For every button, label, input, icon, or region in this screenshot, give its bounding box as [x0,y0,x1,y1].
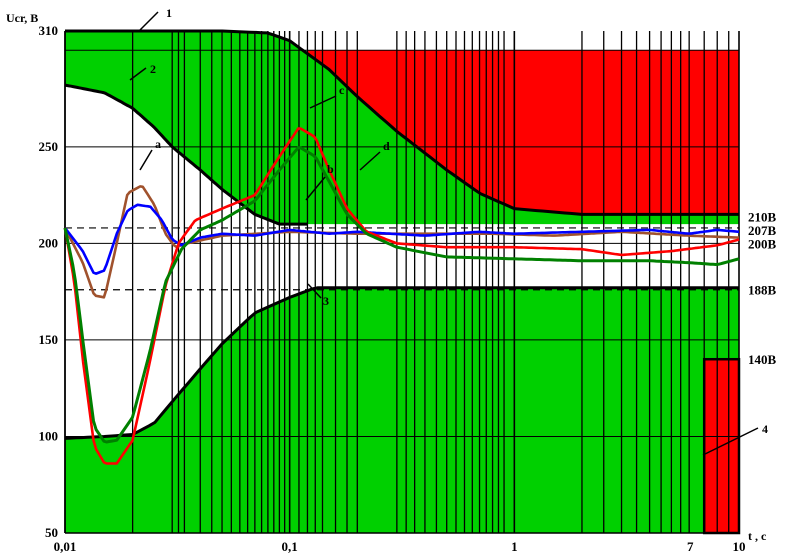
right-value-label: 210B [748,209,777,224]
annotation-leader-3 [307,283,322,299]
curve-label-d: d [383,139,390,153]
y-tick-label: 100 [39,428,59,443]
x-tick-label: 7 [687,539,694,554]
boundary-curve-3 [64,286,739,440]
x-tick-label: 10 [733,539,746,554]
y-tick-label: 200 [39,235,59,250]
y-tick-label: 250 [39,139,59,154]
curve-label-1: 1 [166,6,172,20]
data-series [63,127,740,465]
annotation-leader-2 [129,67,147,81]
curve-label-a: a [155,137,161,151]
y-axis-title: Ucr, B [6,11,38,25]
y-tick-label: 310 [39,23,59,38]
series-line-c [63,127,740,465]
right-value-label: 207B [748,223,777,238]
right-value-label: 200B [748,236,777,251]
curve-label-2: 2 [150,62,156,76]
x-axis-title: t , c [748,529,767,543]
curve-label-c: c [339,83,345,97]
annotation-leader-d [359,151,381,171]
annotation-leader-c [309,95,337,109]
x-tick-label: 1 [511,539,518,554]
series-line-b [63,203,740,275]
right-value-label: 140B [748,352,777,367]
annotation-leader-4 [702,427,759,456]
series-line-d [63,146,740,444]
level-lines [65,227,739,291]
red-region-upper [307,50,739,215]
curve-label-b: b [327,162,334,176]
green-region-lower [65,287,739,533]
y-tick-label: 150 [39,332,59,347]
curve-annotations: 1 2 3 4 a b c d [129,6,768,456]
annotation-leader-1 [139,11,159,31]
tick-labels: 50 100 150 200 250 310 0,01 0,1 1 7 10 210B207B200B… [39,23,777,554]
x-tick-label: 0,1 [282,539,298,554]
green-region-upper [65,31,739,225]
boundary-curve-1 [65,29,739,216]
annotation-leader-b [305,176,326,201]
boundary-curve-2 [64,83,308,226]
right-value-label: 188B [748,283,777,298]
grid-lines [64,31,740,534]
y-tick-label: 50 [45,525,58,540]
annotation-leader-a [139,149,153,171]
boundary-curves [64,29,739,440]
curve-label-4: 4 [762,422,768,436]
curve-label-3: 3 [323,294,329,308]
x-tick-label: 0,01 [54,539,77,554]
